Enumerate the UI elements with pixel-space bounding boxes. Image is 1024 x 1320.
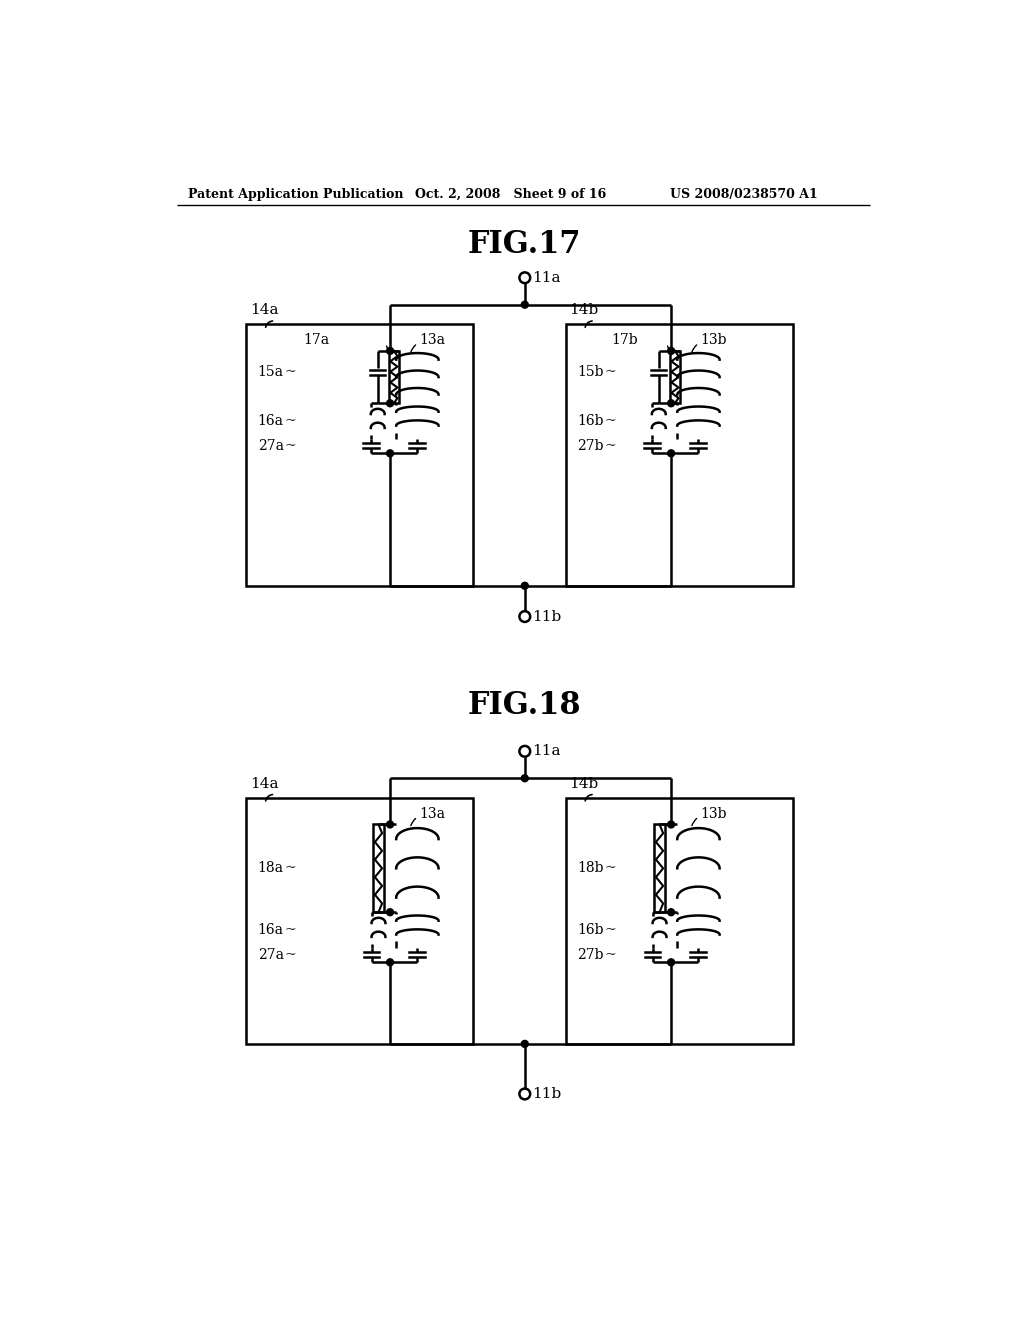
Bar [565, 323, 793, 586]
Text: ~: ~ [285, 366, 297, 379]
Text: ~: ~ [604, 862, 616, 875]
Bar [565, 797, 793, 1044]
Circle shape [668, 908, 675, 916]
Circle shape [521, 775, 528, 781]
Circle shape [387, 958, 393, 966]
Text: 18a: 18a [258, 862, 284, 875]
Text: 14b: 14b [569, 304, 599, 317]
Text: 15a: 15a [258, 366, 284, 379]
Text: ~: ~ [285, 862, 297, 875]
Text: 14b: 14b [569, 776, 599, 791]
Text: 17a: 17a [304, 333, 330, 347]
Text: 16b: 16b [578, 923, 604, 937]
Text: ~: ~ [285, 948, 297, 961]
Text: US 2008/0238570 A1: US 2008/0238570 A1 [670, 187, 817, 201]
Text: 14a: 14a [250, 304, 279, 317]
Text: 11b: 11b [532, 1086, 562, 1101]
Text: 17b: 17b [611, 333, 638, 347]
Circle shape [668, 347, 675, 354]
Text: 27a: 27a [258, 948, 284, 961]
Text: 18b: 18b [578, 862, 604, 875]
Text: 13a: 13a [419, 333, 445, 347]
Text: ~: ~ [285, 438, 297, 453]
Circle shape [668, 958, 675, 966]
Circle shape [387, 821, 393, 828]
Bar [373, 825, 384, 912]
Text: 11b: 11b [532, 610, 562, 623]
Circle shape [519, 746, 530, 756]
Text: FIG.18: FIG.18 [468, 689, 582, 721]
Circle shape [521, 1040, 528, 1047]
Text: 27a: 27a [258, 438, 284, 453]
Circle shape [521, 582, 528, 589]
Circle shape [387, 908, 393, 916]
Text: 14a: 14a [250, 776, 279, 791]
Circle shape [387, 450, 393, 457]
Text: 13b: 13b [700, 333, 727, 347]
Bar [246, 323, 473, 586]
Text: 13b: 13b [700, 807, 727, 821]
Bar [388, 351, 399, 404]
Bar [246, 797, 473, 1044]
Text: 13a: 13a [419, 807, 445, 821]
Circle shape [668, 450, 675, 457]
Text: ~: ~ [604, 948, 616, 961]
Circle shape [519, 611, 530, 622]
Text: 16b: 16b [578, 414, 604, 428]
Circle shape [387, 347, 393, 354]
Text: ~: ~ [604, 366, 616, 379]
Bar [654, 825, 665, 912]
Text: Patent Application Publication: Patent Application Publication [188, 187, 403, 201]
Circle shape [521, 301, 528, 308]
Text: 15b: 15b [578, 366, 604, 379]
Text: ~: ~ [604, 923, 616, 937]
Text: ~: ~ [285, 414, 297, 428]
Text: 16a: 16a [258, 923, 284, 937]
Text: ~: ~ [604, 438, 616, 453]
Text: 16a: 16a [258, 414, 284, 428]
Text: Oct. 2, 2008   Sheet 9 of 16: Oct. 2, 2008 Sheet 9 of 16 [416, 187, 606, 201]
Text: 27b: 27b [578, 438, 604, 453]
Text: ~: ~ [285, 923, 297, 937]
Bar [670, 351, 680, 404]
Text: 11a: 11a [532, 744, 561, 758]
Text: 11a: 11a [532, 271, 561, 285]
Circle shape [668, 400, 675, 407]
Circle shape [519, 1089, 530, 1100]
Circle shape [668, 821, 675, 828]
Circle shape [387, 400, 393, 407]
Text: 27b: 27b [578, 948, 604, 961]
Text: ~: ~ [604, 414, 616, 428]
Circle shape [519, 272, 530, 284]
Text: FIG.17: FIG.17 [468, 230, 582, 260]
